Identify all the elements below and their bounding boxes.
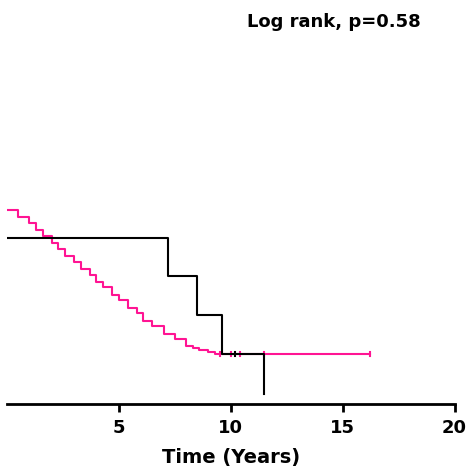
X-axis label: Time (Years): Time (Years) (162, 448, 300, 467)
Text: Log rank, p=0.58: Log rank, p=0.58 (247, 13, 420, 31)
